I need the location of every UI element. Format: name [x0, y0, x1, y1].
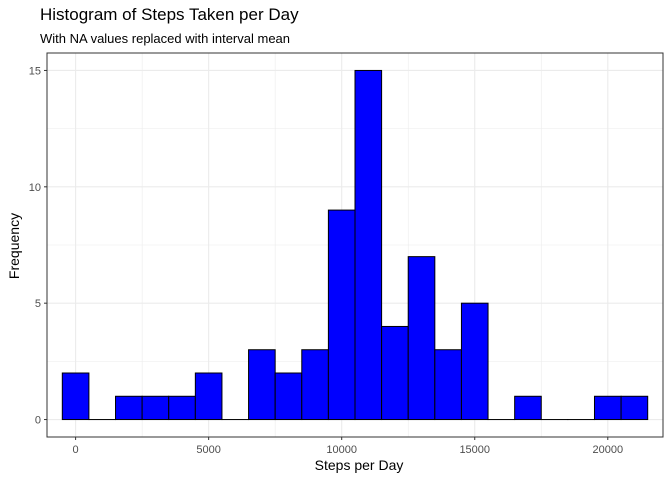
- histogram-bar: [115, 395, 143, 421]
- y-axis-label: Frequency: [6, 213, 22, 279]
- x-tick-label: 20000: [592, 444, 623, 456]
- y-axis: 0 5 10 15: [29, 65, 47, 427]
- histogram-bars: [61, 69, 649, 421]
- histogram-bar: [354, 69, 383, 421]
- histogram-bar: [168, 395, 196, 421]
- histogram-bar: [141, 395, 170, 421]
- histogram-bar: [194, 372, 223, 421]
- histogram-bar: [514, 395, 542, 421]
- histogram-bar: [620, 395, 649, 421]
- histogram-bar: [460, 302, 489, 421]
- histogram-bar: [327, 209, 356, 421]
- histogram-bar: [248, 349, 276, 421]
- chart-subtitle: With NA values replaced with interval me…: [40, 31, 291, 46]
- x-axis: 0 5000 10000 15000 20000: [73, 437, 623, 456]
- histogram-bar: [593, 395, 622, 421]
- x-tick-label: 5000: [196, 444, 220, 456]
- chart-title: Histogram of Steps Taken per Day: [40, 5, 299, 24]
- y-tick-label: 10: [29, 182, 41, 194]
- x-tick-label: 15000: [459, 444, 490, 456]
- histogram-bar: [61, 372, 90, 421]
- y-tick-label: 0: [35, 415, 41, 427]
- y-tick-label: 15: [29, 65, 41, 77]
- histogram-bar: [274, 372, 303, 421]
- panel-border: [46, 52, 664, 438]
- histogram-bar: [434, 349, 462, 421]
- x-tick-label: 10000: [326, 444, 357, 456]
- histogram-bar: [407, 256, 436, 421]
- histogram-bar: [301, 349, 329, 421]
- histogram-bar: [381, 325, 409, 421]
- x-tick-label: 0: [73, 444, 79, 456]
- y-tick-label: 5: [35, 298, 41, 310]
- x-axis-label: Steps per Day: [315, 457, 404, 473]
